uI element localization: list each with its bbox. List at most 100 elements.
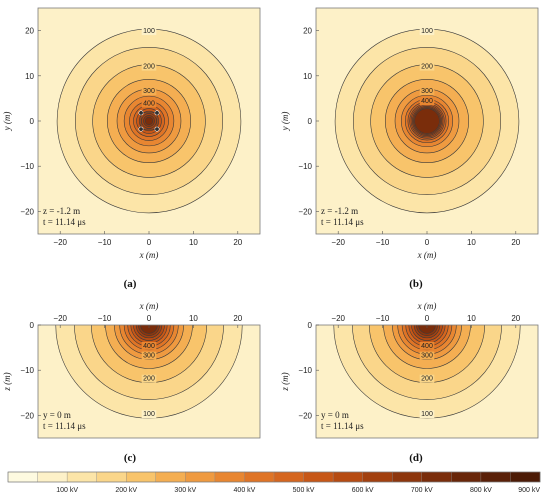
y-tick-label: 0	[30, 321, 35, 330]
x-tick-label: 10	[189, 238, 198, 247]
x-tick-label: 0	[425, 238, 430, 247]
contour-fills: 100 200 300 400	[333, 325, 521, 419]
y-tick-label: −10	[298, 162, 312, 171]
contour-label-bg	[141, 87, 157, 96]
y-axis-label: y (m)	[2, 112, 12, 132]
contour-700	[414, 108, 440, 134]
contour-label-bg	[141, 341, 157, 350]
panel-note: z = -1.2 m	[43, 206, 80, 216]
contour-700	[140, 325, 158, 334]
contour-700	[418, 325, 436, 334]
x-tick-label: −10	[98, 314, 112, 323]
x-tick-label: 20	[233, 238, 242, 247]
contour-fills: 100 200 300 400	[55, 325, 243, 419]
y-tick-label: 0	[30, 117, 35, 126]
contour-label-400: 400	[143, 100, 155, 107]
colorbar-label: 800 kV	[470, 487, 492, 494]
y-tick-label: −20	[298, 207, 312, 216]
x-tick-label: 0	[147, 238, 152, 247]
x-axis-label: x (m)	[417, 301, 437, 311]
y-tick-label: −20	[20, 207, 34, 216]
colorbar-swatch	[273, 471, 305, 483]
contour-label-300: 300	[421, 88, 433, 95]
y-axis-label: z (m)	[280, 372, 290, 391]
electrode-frame	[140, 112, 158, 130]
contour-label-bg	[141, 99, 157, 108]
x-tick-label: −10	[376, 314, 390, 323]
contour-label-400: 400	[421, 343, 433, 350]
contour-label-300: 300	[143, 88, 155, 95]
y-tick-label: −10	[20, 366, 34, 375]
contour-label-200: 200	[421, 376, 433, 383]
x-axis-label: x (m)	[417, 250, 437, 260]
contour-label-100: 100	[143, 411, 155, 418]
contour-700	[144, 116, 154, 126]
colorbar-label: 200 kV	[115, 487, 137, 494]
panel-note: t = 11.14 μs	[43, 421, 86, 431]
x-tick-label: 10	[467, 238, 476, 247]
x-tick-label: 0	[147, 314, 152, 323]
colorbar-swatch	[66, 471, 98, 483]
y-tick-label: −10	[298, 366, 312, 375]
contour-label-bg	[419, 97, 435, 106]
colorbar-swatch	[362, 471, 393, 483]
colorbar-swatch	[7, 471, 39, 483]
y-axis-label: y (m)	[280, 112, 290, 132]
panel-d: 100 200 300 400 −20 −10 0 10 200 −10 −20 x (m) z (m)…	[280, 301, 539, 464]
colorbar-swatch	[392, 471, 423, 483]
colorbar-swatch	[155, 471, 186, 483]
colorbar-swatch	[244, 471, 275, 483]
panel-caption: (a)	[124, 278, 137, 290]
y-tick-label: 10	[25, 72, 34, 81]
contour-label-bg	[419, 410, 435, 419]
y-tick-label: −20	[20, 411, 34, 420]
colorbar-label: 400 kV	[234, 487, 256, 494]
x-tick-label: 20	[233, 314, 242, 323]
y-tick-label: 0	[308, 321, 313, 330]
y-tick-label: −20	[298, 411, 312, 420]
x-tick-label: 20	[511, 314, 520, 323]
contour-label-100: 100	[421, 411, 433, 418]
x-tick-label: −10	[376, 238, 390, 247]
contour-label-100: 100	[421, 28, 433, 35]
colorbar-swatch	[332, 471, 364, 483]
contour-label-bg	[419, 27, 435, 36]
contour-label-bg	[141, 410, 157, 419]
x-tick-label: 10	[467, 314, 476, 323]
colorbar-swatch	[126, 471, 157, 483]
contour-label-bg	[419, 87, 435, 96]
contour-label-100: 100	[143, 28, 155, 35]
contour-label-bg	[419, 351, 435, 360]
x-tick-label: −20	[53, 314, 67, 323]
panel-note: z = -1.2 m	[321, 206, 358, 216]
x-tick-label: −20	[331, 314, 345, 323]
panel-caption: (b)	[409, 278, 423, 290]
contour-label-200: 200	[143, 376, 155, 383]
contour-label-300: 300	[421, 353, 433, 360]
contour-label-bg	[141, 62, 157, 71]
panel-note: t = 11.14 μs	[321, 217, 364, 227]
panel-note: y = 0 m	[43, 410, 71, 420]
colorbar-label: 100 kV	[56, 487, 78, 494]
colorbar: 100 kV 200 kV 300 kV 400 kV 500 kV 600 kV 700 …	[7, 471, 541, 494]
colorbar-label: 300 kV	[174, 487, 196, 494]
contour-fills: 100 200 300 400	[56, 27, 242, 214]
contour-label-bg	[141, 27, 157, 36]
panel-note: t = 11.14 μs	[43, 217, 86, 227]
contour-label-200: 200	[421, 64, 433, 71]
x-tick-label: −20	[53, 238, 67, 247]
contour-label-bg	[419, 62, 435, 71]
contour-label-bg	[419, 341, 435, 350]
colorbar-swatch	[96, 471, 127, 483]
colorbar-swatch	[421, 471, 452, 483]
contour-label-bg	[141, 374, 157, 383]
contour-label-400: 400	[421, 98, 433, 105]
contour-label-bg	[141, 351, 157, 360]
x-tick-label: 10	[189, 314, 198, 323]
colorbar-label: 700 kV	[411, 487, 433, 494]
y-tick-label: 20	[25, 27, 34, 36]
contour-label-300: 300	[143, 353, 155, 360]
